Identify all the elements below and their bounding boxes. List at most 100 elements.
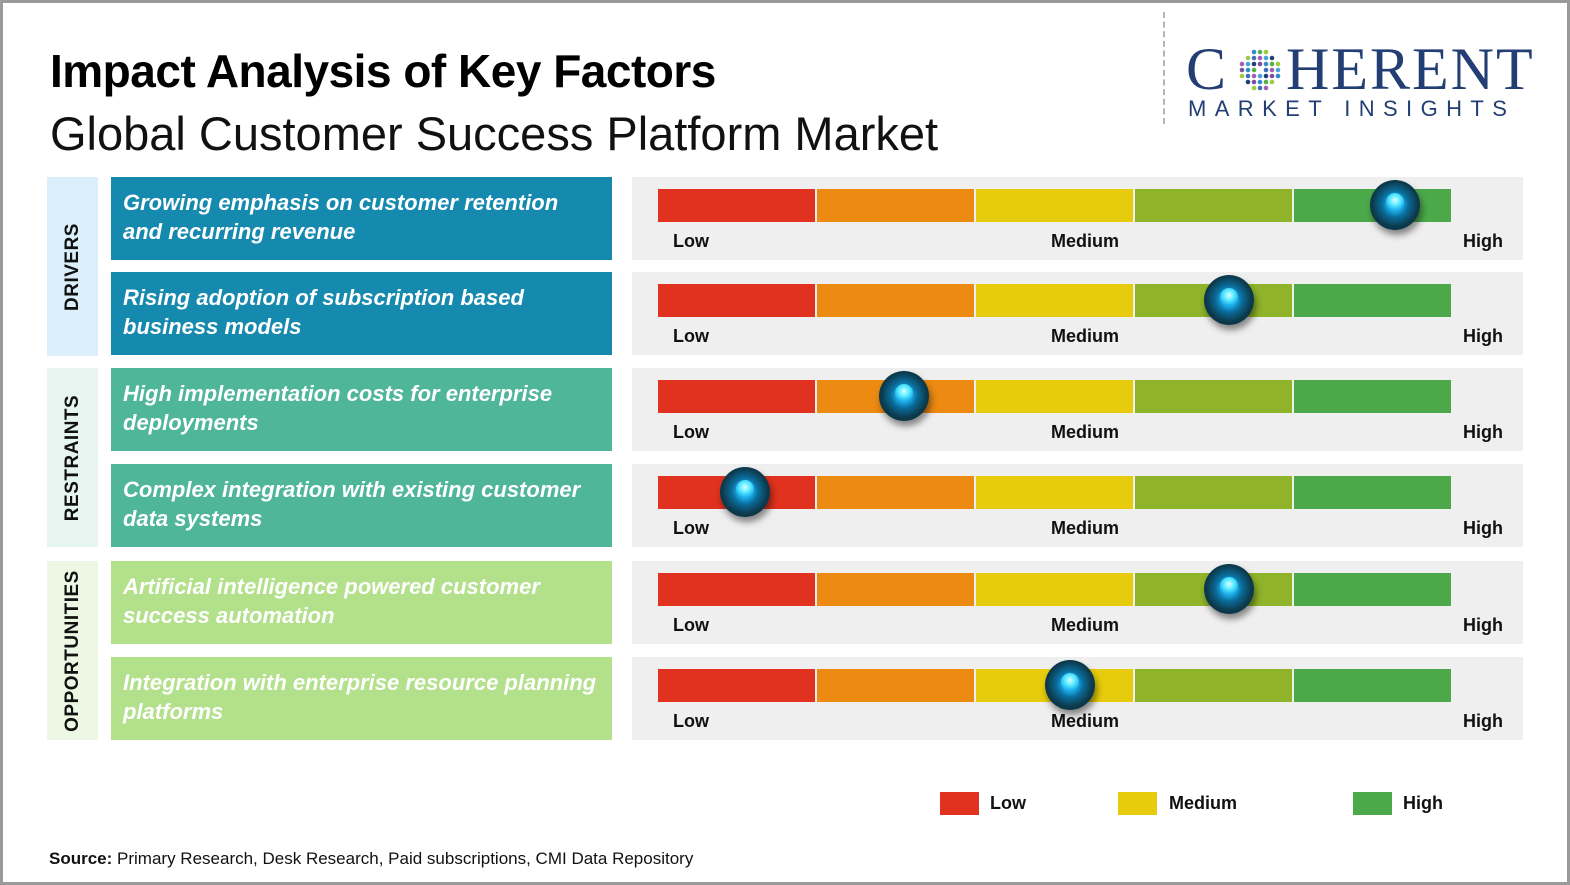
gauge-scale-label-medium: Medium xyxy=(1051,518,1120,538)
gauge-segment xyxy=(1135,380,1292,413)
logo-dot xyxy=(1263,55,1269,61)
logo-dot xyxy=(1251,49,1257,55)
logo-dot xyxy=(1263,61,1269,67)
logo-dot xyxy=(1263,49,1269,55)
gauge-scale-label-high: High xyxy=(1463,326,1503,346)
logo-dot xyxy=(1269,67,1275,73)
gauge-segment xyxy=(976,380,1133,413)
gauge-segment xyxy=(1135,476,1292,509)
impact-marker xyxy=(1370,180,1421,230)
gauge-scale-label-medium: Medium xyxy=(1051,711,1120,731)
logo-dot xyxy=(1251,55,1257,61)
gauge-segment xyxy=(1294,669,1451,702)
logo-dot xyxy=(1263,73,1269,79)
impact-gauge: Low Medium High xyxy=(632,561,1523,644)
gauge-scale-label-high: High xyxy=(1463,422,1503,442)
logo-dot xyxy=(1245,55,1251,61)
logo-dot xyxy=(1263,79,1269,85)
logo-dot xyxy=(1275,61,1281,67)
legend-swatch-low xyxy=(940,792,979,815)
impact-marker xyxy=(1203,564,1254,614)
impact-gauge: Low Medium High xyxy=(632,657,1523,740)
impact-marker xyxy=(1045,660,1096,710)
gauge-segment xyxy=(817,189,974,222)
gauge-segment xyxy=(658,573,815,606)
category-label: OPPORTUNITIES xyxy=(61,569,83,732)
logo-dot xyxy=(1257,55,1263,61)
legend-label-medium: Medium xyxy=(1169,793,1238,813)
logo-dot xyxy=(1251,85,1257,91)
factor-label: High implementation costs for enterprise… xyxy=(111,368,612,451)
gauge-scale-label-low: Low xyxy=(673,518,709,538)
gauge-segment xyxy=(1294,284,1451,317)
gauge-scale-label-medium: Medium xyxy=(1051,326,1120,346)
logo-dot xyxy=(1257,85,1263,91)
logo-dot xyxy=(1269,61,1275,67)
factor-label: Integration with enterprise resource pla… xyxy=(111,657,612,740)
logo-divider xyxy=(1163,12,1165,124)
gauge-scale-label-low: Low xyxy=(673,615,709,635)
impact-marker xyxy=(1203,275,1254,325)
logo-dot xyxy=(1257,73,1263,79)
logo-dot xyxy=(1245,79,1251,85)
coherent-logo: C HERENT MARKET INSIGHTS xyxy=(1186,38,1546,128)
category-label: RESTRAINTS xyxy=(61,394,83,521)
impact-gauge: Low Medium High xyxy=(632,464,1523,547)
logo-dot xyxy=(1251,79,1257,85)
impact-gauge: Low Medium High xyxy=(632,368,1523,451)
logo-dot xyxy=(1275,67,1281,73)
gauge-segment xyxy=(976,189,1133,222)
source-text: Primary Research, Desk Research, Paid su… xyxy=(112,849,694,868)
logo-wordmark: C HERENT xyxy=(1186,36,1535,102)
logo-dot xyxy=(1245,73,1251,79)
gauge-segment xyxy=(658,189,815,222)
gauge-scale-label-low: Low xyxy=(673,326,709,346)
gauge-scale-label-high: High xyxy=(1463,518,1503,538)
source-note: Source: Primary Research, Desk Research,… xyxy=(49,849,693,869)
legend-label-low: Low xyxy=(990,793,1026,813)
logo-dot xyxy=(1245,61,1251,67)
gauge-segment xyxy=(817,476,974,509)
gauge-scale-label-low: Low xyxy=(673,231,709,251)
gauge-scale-label-low: Low xyxy=(673,711,709,731)
gauge-segment xyxy=(1135,189,1292,222)
logo-dot xyxy=(1251,73,1257,79)
category-opportunities: OPPORTUNITIES xyxy=(47,561,98,740)
gauge-segment xyxy=(658,284,815,317)
logo-dot xyxy=(1263,67,1269,73)
impact-gauge: Low Medium High xyxy=(632,177,1523,260)
logo-dot xyxy=(1269,55,1275,61)
gauge-scale-label-low: Low xyxy=(673,422,709,442)
legend-swatch-high xyxy=(1353,792,1392,815)
gauge-segment xyxy=(1294,573,1451,606)
gauge-segment xyxy=(1294,380,1451,413)
impact-gauge: Low Medium High xyxy=(632,272,1523,355)
factor-label: Artificial intelligence powered customer… xyxy=(111,561,612,644)
legend-swatch-medium xyxy=(1118,792,1157,815)
gauge-segment xyxy=(817,669,974,702)
logo-dot xyxy=(1269,73,1275,79)
category-restraints: RESTRAINTS xyxy=(47,368,98,547)
factor-label: Growing emphasis on customer retention a… xyxy=(111,177,612,260)
logo-dot xyxy=(1257,79,1263,85)
impact-marker xyxy=(720,467,771,517)
gauge-segment xyxy=(817,573,974,606)
logo-dot xyxy=(1263,85,1269,91)
logo-dots-icon xyxy=(1239,49,1281,91)
gauge-segment xyxy=(976,476,1133,509)
gauge-scale-label-medium: Medium xyxy=(1051,422,1120,442)
gauge-scale-label-high: High xyxy=(1463,711,1503,731)
gauge-segment xyxy=(976,284,1133,317)
factor-label: Complex integration with existing custom… xyxy=(111,464,612,547)
logo-dot xyxy=(1269,79,1275,85)
logo-dot xyxy=(1251,61,1257,67)
category-label: DRIVERS xyxy=(61,222,83,311)
gauge-segment xyxy=(658,669,815,702)
gauge-segment xyxy=(658,380,815,413)
factor-label: Rising adoption of subscription based bu… xyxy=(111,272,612,355)
logo-dot xyxy=(1251,67,1257,73)
gauge-segment xyxy=(1294,476,1451,509)
logo-dot xyxy=(1239,61,1245,67)
gauge-scale-label-high: High xyxy=(1463,231,1503,251)
